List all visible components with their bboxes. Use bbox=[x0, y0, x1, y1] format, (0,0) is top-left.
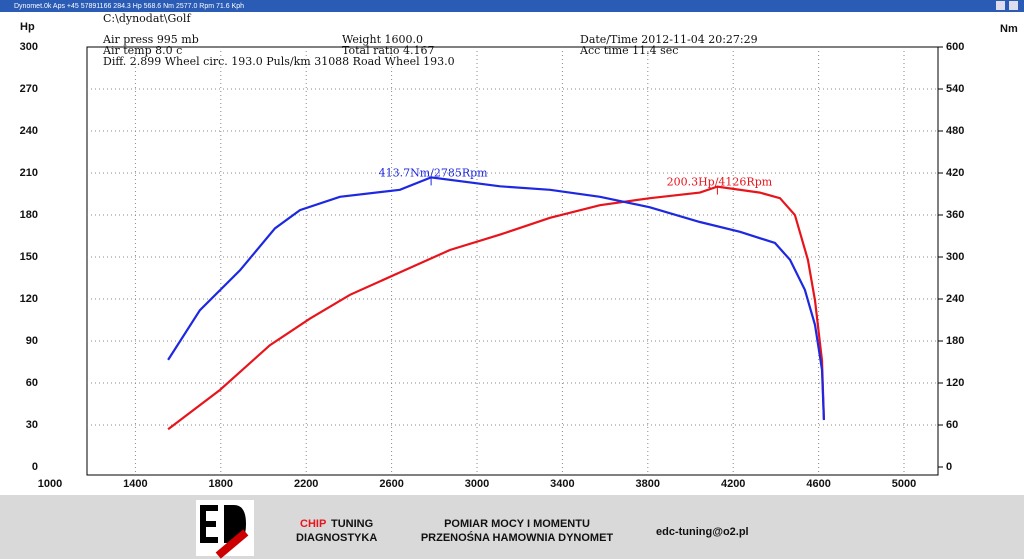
plot-frame bbox=[86, 46, 939, 476]
y-tick-label: 120 bbox=[20, 293, 38, 305]
y-axis-label: Hp bbox=[20, 21, 35, 33]
y2-tick-label: 60 bbox=[946, 419, 958, 431]
brand-diag: DIAGNOSTYKA bbox=[296, 532, 377, 544]
peak-label: 413.7Nm/2785Rpm bbox=[379, 166, 489, 179]
y-tick-label: 210 bbox=[20, 167, 38, 179]
y-tick-label: 60 bbox=[26, 377, 38, 389]
y2-tick-label: 180 bbox=[946, 335, 964, 347]
y-tick-label: 0 bbox=[32, 461, 38, 473]
title-bar bbox=[0, 0, 1024, 12]
info-text: Date/Time 2012-11-04 20:27:29 bbox=[580, 33, 758, 46]
info-text: Acc time 11.4 sec bbox=[579, 44, 678, 57]
y2-tick-label: 540 bbox=[946, 83, 964, 95]
y-tick-label: 240 bbox=[20, 125, 38, 137]
x-tick-label: 5000 bbox=[892, 478, 916, 490]
x-tick-label: 3800 bbox=[636, 478, 660, 490]
y2-axis-label: Nm bbox=[1000, 23, 1018, 35]
x-tick-label: 4600 bbox=[806, 478, 830, 490]
x-tick-label: 3400 bbox=[550, 478, 574, 490]
peak-label: 200.3Hp/4126Rpm bbox=[667, 176, 773, 189]
info-text: Air temp 8.0 c bbox=[102, 44, 182, 57]
footer-line2: PRZENOŚNA HAMOWNIA DYNOMET bbox=[421, 531, 614, 544]
x-tick-label: 1400 bbox=[123, 478, 147, 490]
x-tick-label: 2600 bbox=[379, 478, 403, 490]
footer-email: edc-tuning@o2.pl bbox=[656, 526, 749, 538]
file-name: C:\dynodat\Golf bbox=[103, 12, 191, 25]
y-tick-label: 300 bbox=[20, 41, 38, 53]
minimize-button[interactable] bbox=[996, 1, 1005, 10]
y2-tick-label: 0 bbox=[946, 461, 952, 473]
info-text: Weight 1600.0 bbox=[342, 33, 423, 46]
brand-tuning: TUNING bbox=[331, 518, 373, 530]
y-tick-label: 90 bbox=[26, 335, 38, 347]
y2-tick-label: 240 bbox=[946, 293, 964, 305]
close-button[interactable] bbox=[1009, 1, 1018, 10]
series-line bbox=[167, 176, 825, 421]
y-tick-label: 180 bbox=[20, 209, 38, 221]
footer bbox=[0, 495, 1024, 559]
y-tick-label: 150 bbox=[20, 251, 38, 263]
x-tick-label: 1000 bbox=[38, 478, 62, 490]
y2-tick-label: 480 bbox=[946, 125, 964, 137]
x-tick-label: 4200 bbox=[721, 478, 745, 490]
y2-tick-label: 360 bbox=[946, 209, 964, 221]
x-tick-label: 3000 bbox=[465, 478, 489, 490]
y2-tick-label: 120 bbox=[946, 377, 964, 389]
y2-tick-label: 420 bbox=[946, 167, 964, 179]
x-tick-label: 1800 bbox=[209, 478, 233, 490]
info-text: Diff. 2.899 Wheel circ. 193.0 Puls/km 31… bbox=[103, 55, 455, 68]
y-tick-label: 270 bbox=[20, 83, 38, 95]
y2-tick-label: 300 bbox=[946, 251, 964, 263]
brand-chip: CHIP bbox=[300, 518, 326, 530]
footer-line1: POMIAR MOCY I MOMENTU bbox=[444, 518, 590, 530]
logo bbox=[196, 500, 254, 559]
info-text: Air press 995 mb bbox=[102, 33, 199, 46]
chart-bg bbox=[0, 12, 1024, 495]
y-tick-label: 30 bbox=[26, 419, 38, 431]
x-tick-label: 2200 bbox=[294, 478, 318, 490]
window-title: Dynomet.0k Aps +45 57891166 284.3 Hp 568… bbox=[14, 3, 244, 10]
info-text: Total ratio 4.167 bbox=[342, 44, 434, 57]
y2-tick-label: 600 bbox=[946, 41, 964, 53]
